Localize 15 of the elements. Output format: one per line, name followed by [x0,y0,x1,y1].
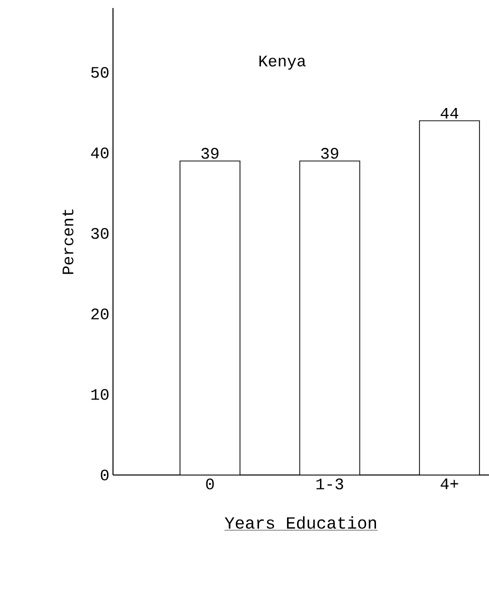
y-axis-title: Percent [62,210,74,274]
text: Kenya [259,56,306,70]
x-tick-label: 0 [206,478,214,490]
y-tick-label: 20 [91,308,108,320]
y-tick-label: 30 [91,228,108,239]
data-label: 39 [201,148,218,159]
y-tick-label: 0 [100,470,108,480]
y-tick-label: 50 [91,66,108,78]
x-tick-label: 4+ [440,478,458,490]
data-label: 39 [321,148,338,159]
data-label: 44 [440,108,458,119]
x-tick-label: 1-3 [316,478,344,490]
x-axis-title: Years Education [224,516,376,529]
y-tick-label: 40 [91,148,108,158]
y-tick-label: 10 [91,389,108,400]
